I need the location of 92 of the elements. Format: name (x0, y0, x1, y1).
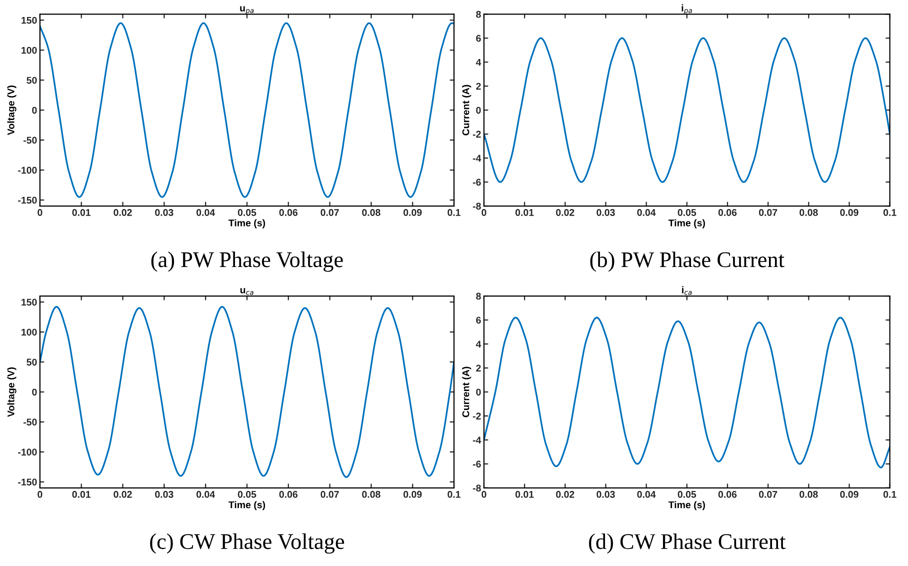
x-tick-label: 0.02 (556, 209, 574, 216)
x-tick-label: 0.09 (840, 209, 858, 216)
y-tick-label: -8 (472, 484, 481, 492)
y-tick-label: -2 (472, 130, 481, 138)
chart-title: i$_{ca}$ (682, 286, 692, 295)
x-tick-label: 0.06 (279, 209, 298, 216)
x-tick-label: 0.01 (515, 490, 534, 498)
x-tick-label: 0.1 (883, 209, 896, 216)
y-tick-label: -50 (24, 136, 37, 144)
x-tick-label: 0.06 (718, 490, 737, 498)
x-tick-label: 0.07 (759, 490, 778, 498)
x-tick-label: 0.1 (448, 490, 460, 498)
y-tick-label: 6 (476, 316, 481, 324)
x-tick-label: 0.09 (840, 490, 858, 498)
x-tick-label: 0.08 (362, 209, 380, 216)
text: (a) PW Phase Voltage (151, 252, 343, 272)
x-tick-label: 0 (482, 490, 486, 498)
x-axis-title: Time (s) (668, 219, 705, 228)
y-tick-label: 0 (476, 106, 481, 114)
y-tick-label: -6 (472, 178, 481, 186)
y-tick-label: 0 (476, 388, 481, 396)
y-tick-label: 2 (476, 364, 481, 372)
y-tick-label: 100 (22, 328, 37, 336)
y-tick-label: 150 (22, 16, 37, 24)
text: (d) CW Phase Current (589, 533, 786, 554)
x-tick-label: 0.08 (362, 490, 380, 498)
x-tick-label: 0.07 (759, 209, 778, 216)
y-tick-label: 8 (476, 292, 481, 300)
x-tick-label: 0.04 (196, 490, 215, 498)
chart-title: i$_{pa}$ (682, 4, 692, 14)
x-tick-label: 0.03 (155, 490, 174, 498)
y-tick-label: 6 (476, 34, 481, 42)
x-tick-label: 0.02 (556, 490, 574, 498)
text: (c) CW Phase Voltage (150, 533, 344, 554)
y-tick-label: -4 (472, 154, 482, 162)
y-tick-label: -100 (18, 166, 37, 174)
x-axis-title: Time (s) (228, 219, 266, 228)
y-tick-label: 8 (476, 10, 481, 18)
y-tick-label: -50 (24, 418, 37, 426)
y-tick-label: 4 (476, 340, 482, 348)
chart-title: u$_{ca}$ (240, 288, 254, 295)
x-tick-label: 0.01 (72, 209, 91, 216)
x-tick-label: 0.09 (404, 209, 422, 216)
x-tick-label: 0.1 (883, 490, 896, 498)
y-tick-label: -150 (18, 196, 37, 204)
x-tick-label: 0.01 (515, 209, 534, 216)
x-tick-label: 0.02 (114, 209, 132, 216)
y-axis-title: Voltage (V) (7, 86, 16, 136)
x-tick-label: 0.02 (114, 490, 132, 498)
x-tick-label: 0.06 (279, 490, 298, 498)
x-tick-label: 0.07 (320, 209, 339, 216)
x-tick-label: 0.07 (320, 490, 339, 498)
y-tick-label: 50 (26, 76, 37, 84)
y-tick-label: -2 (472, 412, 481, 420)
y-tick-label: 0 (32, 106, 37, 114)
x-tick-label: 0 (38, 209, 42, 216)
x-tick-label: 0.01 (72, 490, 91, 498)
text: (b) PW Phase Current (590, 252, 784, 272)
chart-title: u$_{pa}$ (240, 6, 254, 14)
y-axis-title: Voltage (V) (7, 367, 16, 417)
y-tick-label: 100 (22, 46, 37, 54)
x-tick-label: 0.04 (196, 209, 215, 216)
x-tick-label: 0.06 (718, 209, 737, 216)
y-tick-label: 50 (26, 358, 37, 366)
x-axis-title: Time (s) (228, 501, 266, 510)
x-tick-label: 0.1 (448, 209, 460, 216)
x-tick-label: 0.03 (155, 209, 174, 216)
y-tick-label: 2 (476, 82, 481, 90)
y-axis-title: Current (A) (462, 366, 472, 418)
x-tick-label: 0 (38, 490, 42, 498)
x-tick-label: 0.08 (800, 209, 818, 216)
y-tick-label: 0 (32, 388, 37, 396)
y-tick-label: -100 (18, 448, 37, 456)
x-tick-label: 0.08 (800, 490, 818, 498)
x-tick-label: 0.05 (678, 490, 696, 498)
y-tick-label: -6 (472, 460, 481, 468)
x-tick-label: 0.03 (596, 490, 615, 498)
x-tick-label: 0.09 (404, 490, 422, 498)
x-tick-label: 0.04 (637, 490, 656, 498)
y-tick-label: -150 (18, 478, 37, 486)
x-tick-label: 0.05 (238, 209, 256, 216)
y-tick-label: -4 (472, 436, 482, 444)
y-tick-label: 4 (476, 58, 482, 66)
y-tick-label: -8 (472, 202, 481, 210)
x-tick-label: 0 (482, 209, 486, 216)
x-tick-label: 0.04 (637, 209, 656, 216)
x-axis-title: Time (s) (668, 501, 705, 510)
x-tick-label: 0.05 (238, 490, 256, 498)
x-tick-label: 0.03 (596, 209, 615, 216)
x-tick-label: 0.05 (678, 209, 696, 216)
y-tick-label: 150 (22, 298, 37, 306)
y-axis-title: Current (A) (462, 84, 472, 136)
